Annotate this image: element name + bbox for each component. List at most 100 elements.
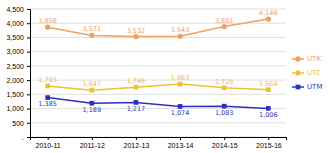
series-line [48, 84, 269, 90]
data-label: 1,749 [127, 77, 146, 85]
x-tick-label: 2014-15 [212, 142, 238, 149]
y-tick: 3,500 [6, 34, 30, 41]
y-tick: . [22, 134, 30, 141]
series-marker [222, 24, 227, 29]
data-label: 1,793 [38, 76, 57, 84]
legend-item: UTM [292, 83, 322, 91]
legend-item: UTK [292, 55, 321, 63]
y-tick-mark [27, 66, 30, 67]
data-label: 1,189 [82, 106, 101, 114]
y-tick-label: 3,500 [6, 34, 24, 41]
x-tick-label: 2015-16 [256, 142, 282, 149]
data-label: 1,083 [215, 109, 234, 117]
series-marker [133, 34, 138, 39]
legend-marker [296, 71, 301, 76]
x-tick: 2015-16 [256, 137, 282, 149]
grid-line [30, 80, 286, 81]
data-label: 1,728 [215, 78, 234, 86]
y-tick: 1,000 [6, 105, 30, 112]
x-tick: 2012-13 [124, 137, 150, 149]
legend-label: UTC [307, 69, 321, 77]
series-marker [134, 85, 139, 90]
x-tick-mark [48, 137, 49, 140]
data-label: 3,543 [171, 26, 190, 34]
x-tick-label: 2013-14 [168, 142, 194, 149]
series-marker [45, 95, 50, 100]
data-label: 1,863 [171, 74, 190, 82]
marks [45, 16, 271, 110]
series-marker [266, 16, 271, 21]
grid-line [30, 65, 286, 66]
legend: UTK UTC UTM [292, 55, 322, 91]
data-label: 1,006 [259, 111, 278, 119]
y-tick-mark [27, 80, 30, 81]
series-marker [266, 106, 271, 111]
grid-line [30, 108, 286, 109]
x-tick-label: 2011-12 [80, 142, 105, 149]
series-marker [89, 33, 94, 38]
y-tick: 4,000 [6, 20, 30, 27]
series-marker [134, 100, 139, 105]
data-label: 1,385 [38, 100, 57, 108]
y-tick-mark [27, 123, 30, 124]
x-tick: 2014-15 [212, 137, 238, 149]
data-label: 1,074 [171, 109, 190, 117]
y-axis-line [27, 10, 31, 138]
y-tick-label: 2,000 [6, 77, 24, 84]
data-label: 3,571 [82, 25, 101, 33]
series-marker [177, 34, 182, 39]
y-tick-label: 4,000 [6, 20, 24, 27]
series-marker [266, 87, 271, 92]
series-marker [45, 84, 50, 89]
grid-line [30, 94, 286, 95]
series-marker [45, 25, 50, 30]
data-label: 3,881 [215, 17, 234, 25]
series-line [48, 98, 269, 109]
series-marker [178, 82, 183, 87]
y-tick-mark [27, 52, 30, 53]
data-label: 1,647 [82, 80, 101, 88]
grid-line [30, 51, 286, 52]
plot: . 500 1,000 1,500 2,000 2,500 3,000 3,500 4,000 4… [6, 6, 286, 149]
x-tick: 2010-11 [36, 137, 61, 149]
y-tick: 4,500 [6, 6, 30, 13]
y-tick-label: 4,500 [6, 6, 24, 13]
y-tick-label: 2,500 [6, 63, 24, 70]
y-tick: 3,000 [6, 48, 30, 55]
y-tick-mark [27, 94, 30, 95]
x-tick: 2011-12 [80, 137, 105, 149]
x-tick-mark [268, 137, 269, 140]
series-marker [89, 101, 94, 106]
data-label: 3,858 [38, 17, 57, 25]
grid [30, 9, 286, 137]
x-tick-mark [224, 137, 225, 140]
y-tick-mark [27, 9, 30, 10]
y-axis: . 500 1,000 1,500 2,000 2,500 3,000 3,500 4,000 4… [6, 6, 30, 141]
y-tick-mark [27, 23, 30, 24]
grid-line [30, 9, 286, 10]
y-tick: 500 [12, 120, 30, 127]
chart: . 500 1,000 1,500 2,000 2,500 3,000 3,500 4,000 4… [0, 0, 330, 153]
data-labels: 3,8583,5713,5323,5433,8814,1461,7931,647… [38, 9, 277, 119]
legend-label: UTK [307, 55, 321, 63]
x-axis-line [31, 138, 287, 141]
data-label: 1,664 [259, 80, 278, 88]
x-tick-mark [180, 137, 181, 140]
legend-label: UTM [307, 83, 322, 91]
legend-marker [296, 85, 301, 90]
y-tick: 2,500 [6, 63, 30, 70]
series-marker [222, 86, 227, 91]
grid-line [30, 122, 286, 123]
series-line [48, 19, 269, 36]
x-tick: 2013-14 [168, 137, 194, 149]
y-tick-mark [27, 37, 30, 38]
y-tick-label: . [22, 134, 24, 141]
x-axis: 2010-11 2011-12 2012-13 2013-14 2014-15 2015-… [31, 137, 287, 149]
x-tick-label: 2012-13 [124, 142, 150, 149]
data-label: 1,217 [127, 105, 146, 113]
y-tick-label: 1,500 [6, 91, 24, 98]
series-marker [222, 104, 227, 109]
y-tick-label: 500 [12, 120, 24, 127]
y-tick: 1,500 [6, 91, 30, 98]
legend-marker [295, 56, 300, 61]
